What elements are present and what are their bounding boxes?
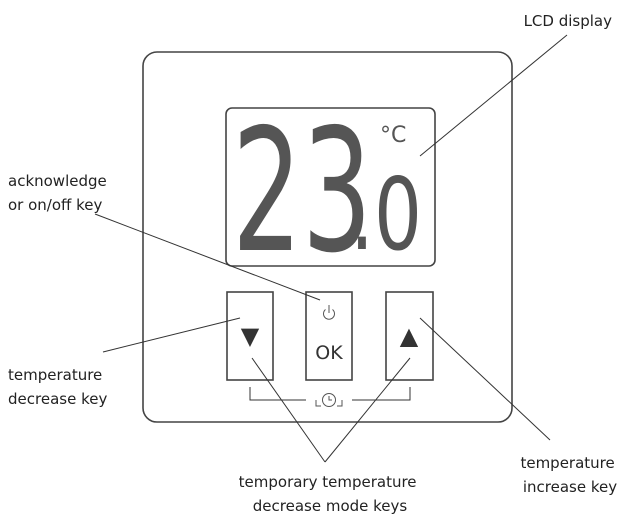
lcd-digits: 23 — [232, 93, 372, 291]
power-icon — [323, 305, 335, 320]
label-line: temporary temperature — [239, 473, 417, 491]
label-line: temperature — [520, 454, 614, 472]
leader-line — [419, 317, 551, 441]
label-line: decrease key — [8, 390, 107, 408]
label-line: acknowledge — [8, 172, 107, 190]
label: temperature increase key — [520, 454, 619, 496]
label-line: temperature — [8, 366, 102, 384]
leader-line — [324, 357, 411, 463]
label-line: LCD display — [524, 12, 613, 30]
ok-label: OK — [315, 342, 343, 364]
down-button[interactable] — [226, 291, 274, 381]
label: temperature decrease key — [8, 366, 107, 408]
lcd-display — [225, 107, 436, 267]
lcd-unit: °C — [380, 123, 406, 148]
clock-icon — [315, 393, 343, 407]
label: LCD display — [524, 12, 613, 30]
down-arrow: ▼ — [241, 322, 260, 350]
label: acknowledge or on/off key — [8, 172, 112, 214]
label: temporary temperature decrease mode keys — [239, 473, 422, 515]
lcd-decimal: .0 — [350, 156, 422, 273]
bracket — [249, 387, 411, 401]
leader-line — [94, 213, 321, 301]
leader-line — [251, 357, 326, 463]
label-line: decrease mode keys — [253, 497, 408, 515]
leader-line — [419, 34, 568, 157]
label-line: or on/off key — [8, 196, 103, 214]
leader-line — [102, 317, 241, 353]
up-button[interactable] — [385, 291, 434, 381]
label-line: increase key — [523, 478, 617, 496]
up-arrow: ▲ — [400, 322, 419, 350]
